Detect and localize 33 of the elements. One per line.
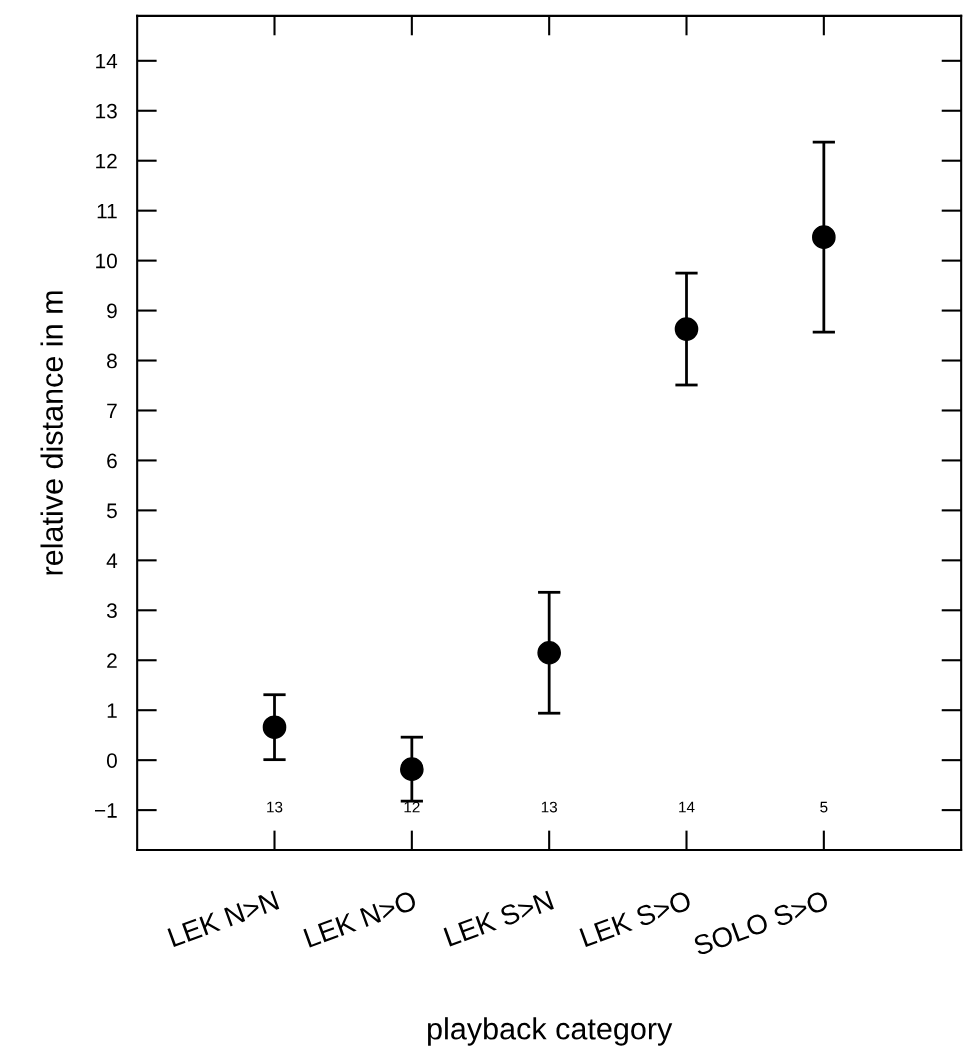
y-tick-label: −1	[95, 803, 117, 818]
y-tick-label: 4	[106, 553, 118, 568]
annotation: 13	[267, 801, 283, 813]
x-tick-label: LEK N>N	[167, 890, 280, 947]
y-tick-label: 5	[106, 503, 117, 519]
y-tick-label: 0	[106, 753, 117, 768]
y-tick-label: 2	[107, 653, 117, 668]
x-tick-label: LEK S>N	[443, 890, 555, 947]
y-tick-label: 12	[96, 153, 117, 169]
y-tick-label: 9	[107, 303, 117, 319]
x-tick-label: LEK N>O	[303, 890, 418, 948]
annotation: 12	[404, 801, 420, 813]
y-tick-label: 3	[106, 603, 117, 619]
y-tick-label: 11	[97, 203, 117, 219]
x-axis-title: playback category	[428, 1017, 673, 1046]
annotation: 5	[820, 801, 828, 813]
x-tick-label: SOLO S>O	[692, 890, 830, 957]
point	[537, 640, 561, 665]
y-tick-label: 7	[107, 403, 117, 419]
annotation: 14	[679, 801, 695, 813]
point	[262, 715, 287, 739]
point	[400, 757, 424, 781]
y-tick-label: 1	[107, 703, 117, 718]
y-axis-title: relative distance in m	[40, 291, 63, 575]
point	[812, 225, 836, 249]
point	[674, 317, 699, 341]
y-tick-label: 8	[107, 353, 117, 369]
annotation: 13	[541, 801, 557, 813]
x-tick-label: LEK S>O	[579, 890, 693, 948]
y-tick-label: 10	[96, 253, 117, 269]
y-tick-label: 13	[96, 103, 117, 119]
y-tick-label: 6	[107, 453, 117, 469]
y-tick-label: 14	[96, 54, 118, 69]
